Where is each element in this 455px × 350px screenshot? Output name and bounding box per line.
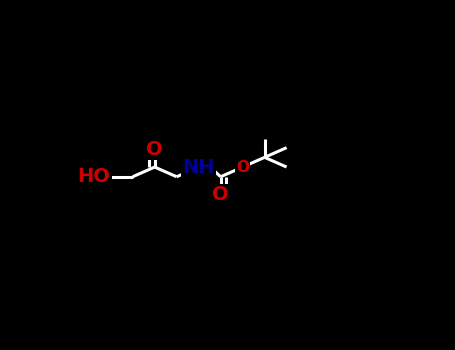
- Text: O: O: [212, 185, 229, 204]
- Text: O: O: [147, 140, 163, 159]
- Text: NH: NH: [182, 158, 215, 176]
- Text: HO: HO: [77, 167, 111, 186]
- Text: O: O: [236, 160, 249, 175]
